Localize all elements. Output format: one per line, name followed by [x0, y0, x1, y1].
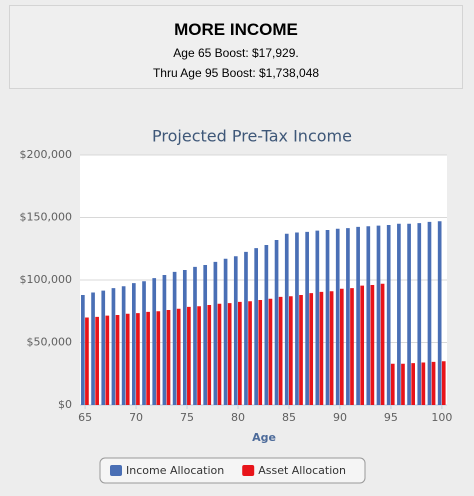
- bar: [288, 296, 293, 405]
- bar: [258, 300, 263, 405]
- bar: [295, 232, 299, 405]
- bar: [309, 293, 314, 405]
- bar: [197, 306, 201, 405]
- chart-title: Projected Pre-Tax Income: [152, 127, 352, 146]
- y-tick-label: $0: [58, 398, 72, 411]
- bar: [380, 283, 385, 405]
- bar: [193, 266, 197, 405]
- bar: [254, 248, 259, 405]
- legend-swatch: [242, 465, 255, 476]
- legend-label: Asset Allocation: [258, 464, 346, 477]
- bar: [268, 298, 273, 405]
- summary-box: MORE INCOME Age 65 Boost: $17,929. Thru …: [9, 5, 463, 89]
- bar: [101, 290, 106, 405]
- bar: [397, 223, 401, 405]
- bar: [356, 226, 360, 405]
- bar: [284, 233, 289, 405]
- bar: [299, 295, 303, 405]
- y-tick-label: $50,000: [27, 336, 73, 349]
- legend-label: Income Allocation: [126, 464, 224, 477]
- bar: [121, 286, 126, 405]
- y-tick-label: $100,000: [20, 273, 73, 286]
- bar: [248, 301, 252, 405]
- bar: [187, 306, 191, 405]
- bar: [203, 265, 208, 405]
- bar: [172, 271, 177, 405]
- x-tick-label: 65: [78, 411, 92, 424]
- bar: [91, 292, 95, 405]
- legend-swatch: [110, 465, 122, 476]
- bar: [152, 278, 157, 405]
- bar: [427, 221, 432, 405]
- bar: [441, 361, 446, 405]
- x-tick-label: 80: [231, 411, 245, 424]
- bar: [315, 230, 320, 405]
- bar: [146, 311, 150, 405]
- bar: [401, 363, 405, 405]
- bar: [136, 313, 140, 405]
- y-tick-label: $200,000: [20, 148, 73, 161]
- bar: [176, 308, 181, 405]
- bar: [217, 303, 222, 405]
- x-tick-label: 90: [333, 411, 347, 424]
- bar: [156, 311, 161, 405]
- bar: [329, 291, 334, 405]
- bar: [386, 225, 391, 405]
- bar: [335, 228, 340, 405]
- bar: [105, 315, 110, 405]
- bar: [350, 288, 354, 405]
- bar: [278, 296, 283, 405]
- bar: [370, 285, 375, 405]
- bar: [376, 225, 381, 405]
- bar: [223, 258, 228, 405]
- bar: [238, 301, 242, 405]
- bar: [437, 221, 442, 405]
- bar: [417, 223, 422, 405]
- summary-line: Age 65 Boost: $17,929.: [173, 46, 299, 60]
- bar: [244, 251, 248, 405]
- y-tick-label: $150,000: [20, 211, 73, 224]
- summary-line: Thru Age 95 Boost: $1,738,048: [152, 66, 320, 80]
- x-tick-label: 70: [129, 411, 143, 424]
- bar: [305, 231, 309, 405]
- bar: [85, 317, 89, 405]
- bar: [182, 270, 187, 405]
- bar: [207, 305, 212, 405]
- bar: [81, 295, 85, 405]
- bar: [166, 310, 171, 405]
- bar: [227, 303, 232, 405]
- bar: [233, 256, 238, 405]
- x-tick-label: 95: [384, 411, 398, 424]
- legend-box: [99, 457, 366, 484]
- bar: [125, 313, 130, 405]
- bar: [339, 288, 344, 405]
- bar: [115, 315, 120, 405]
- bar: [213, 261, 218, 405]
- bar: [95, 316, 99, 405]
- bar: [346, 228, 350, 405]
- bar: [390, 363, 395, 405]
- bar: [411, 363, 415, 405]
- bar: [421, 362, 426, 405]
- bar: [325, 230, 330, 405]
- bar: [407, 223, 411, 405]
- x-tick-label: 85: [282, 411, 296, 424]
- bar: [131, 283, 136, 405]
- bar: [142, 281, 146, 405]
- bar: [264, 245, 269, 405]
- bar: [431, 361, 436, 405]
- x-tick-label: 100: [431, 411, 452, 424]
- bar: [366, 226, 371, 405]
- summary-title: MORE INCOME: [174, 20, 298, 39]
- x-tick-label: 75: [180, 411, 194, 424]
- bar: [319, 291, 324, 405]
- bar: [162, 275, 167, 405]
- bar: [274, 240, 279, 405]
- bar: [111, 288, 116, 405]
- x-axis-label: Age: [252, 431, 276, 444]
- bar: [360, 285, 365, 405]
